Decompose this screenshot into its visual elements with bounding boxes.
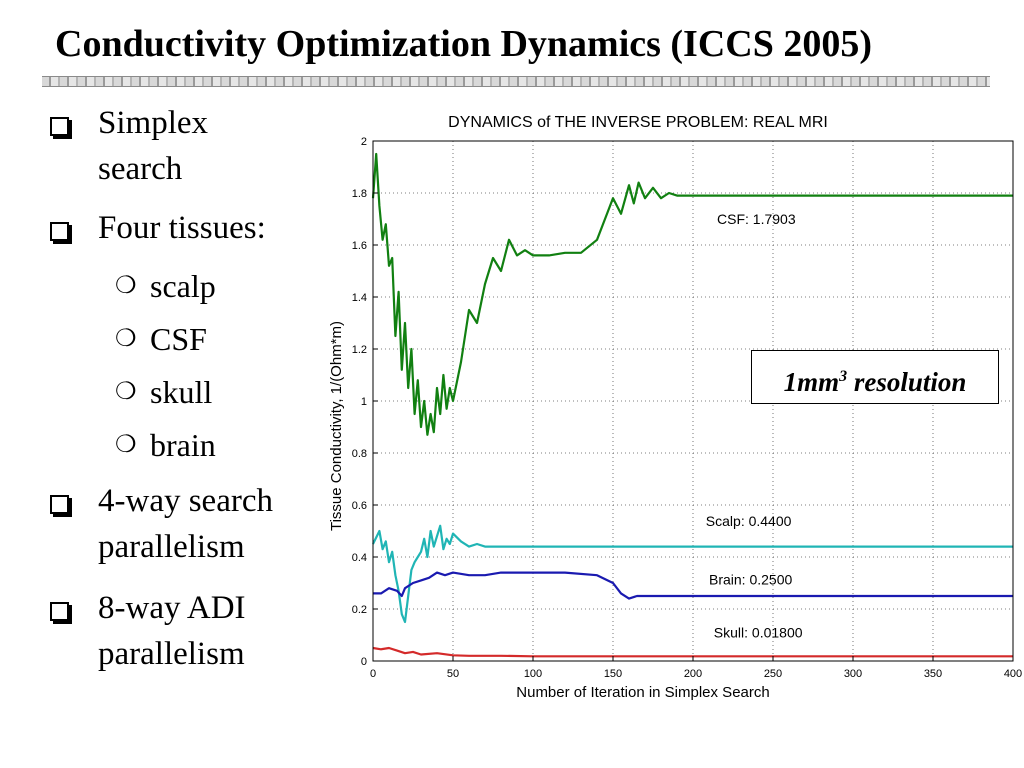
y-tick-label: 0.4: [352, 552, 367, 564]
series-line-1: [372, 524, 1013, 624]
resolution-annotation: 1mm3 resolution: [751, 350, 999, 404]
x-tick-label: 150: [604, 668, 622, 680]
x-tick-label: 300: [844, 668, 862, 680]
x-tick-label: 0: [370, 668, 376, 680]
series-label-3: Skull: 0.01800: [714, 625, 803, 641]
series-label-0: CSF: 1.7903: [717, 211, 796, 227]
x-tick-label: 400: [1004, 668, 1022, 680]
series-line-0: [371, 152, 1013, 436]
y-tick-label: 0: [361, 656, 367, 668]
y-tick-label: 1.4: [352, 292, 367, 304]
circle-bullet-icon: ❍: [115, 379, 137, 405]
x-tick-label: 50: [447, 668, 459, 680]
x-tick-label: 350: [924, 668, 942, 680]
y-tick-label: 0.8: [352, 448, 367, 460]
slide-title: Conductivity Optimization Dynamics (ICCS…: [55, 23, 873, 65]
chart-title: DYNAMICS of THE INVERSE PROBLEM: REAL MR…: [448, 114, 828, 131]
x-tick-label: 200: [684, 668, 702, 680]
series-line-2: [373, 571, 1013, 600]
square-bullet-icon: [50, 222, 69, 241]
y-axis-label: Tissue Conductivity, 1/(Ohm*m): [328, 321, 345, 531]
square-bullet-icon: [50, 117, 69, 136]
y-tick-label: 1: [361, 396, 367, 408]
x-axis-label: Number of Iteration in Simplex Search: [516, 684, 769, 701]
x-tick-label: 100: [524, 668, 542, 680]
y-tick-label: 0.2: [352, 604, 367, 616]
circle-bullet-icon: ❍: [115, 432, 137, 458]
x-tick-label: 250: [764, 668, 782, 680]
series-label-1: Scalp: 0.4400: [706, 513, 792, 529]
series-line-3: [372, 646, 1013, 658]
y-tick-label: 1.6: [352, 240, 367, 252]
square-bullet-icon: [50, 495, 69, 514]
y-tick-label: 1.8: [352, 188, 367, 200]
y-tick-label: 0.6: [352, 500, 367, 512]
series-label-2: Brain: 0.2500: [709, 571, 792, 587]
circle-bullet-icon: ❍: [115, 326, 137, 352]
y-tick-label: 1.2: [352, 344, 367, 356]
square-bullet-icon: [50, 602, 69, 621]
title-divider: [42, 76, 990, 87]
y-tick-label: 2: [361, 136, 367, 148]
circle-bullet-icon: ❍: [115, 273, 137, 299]
